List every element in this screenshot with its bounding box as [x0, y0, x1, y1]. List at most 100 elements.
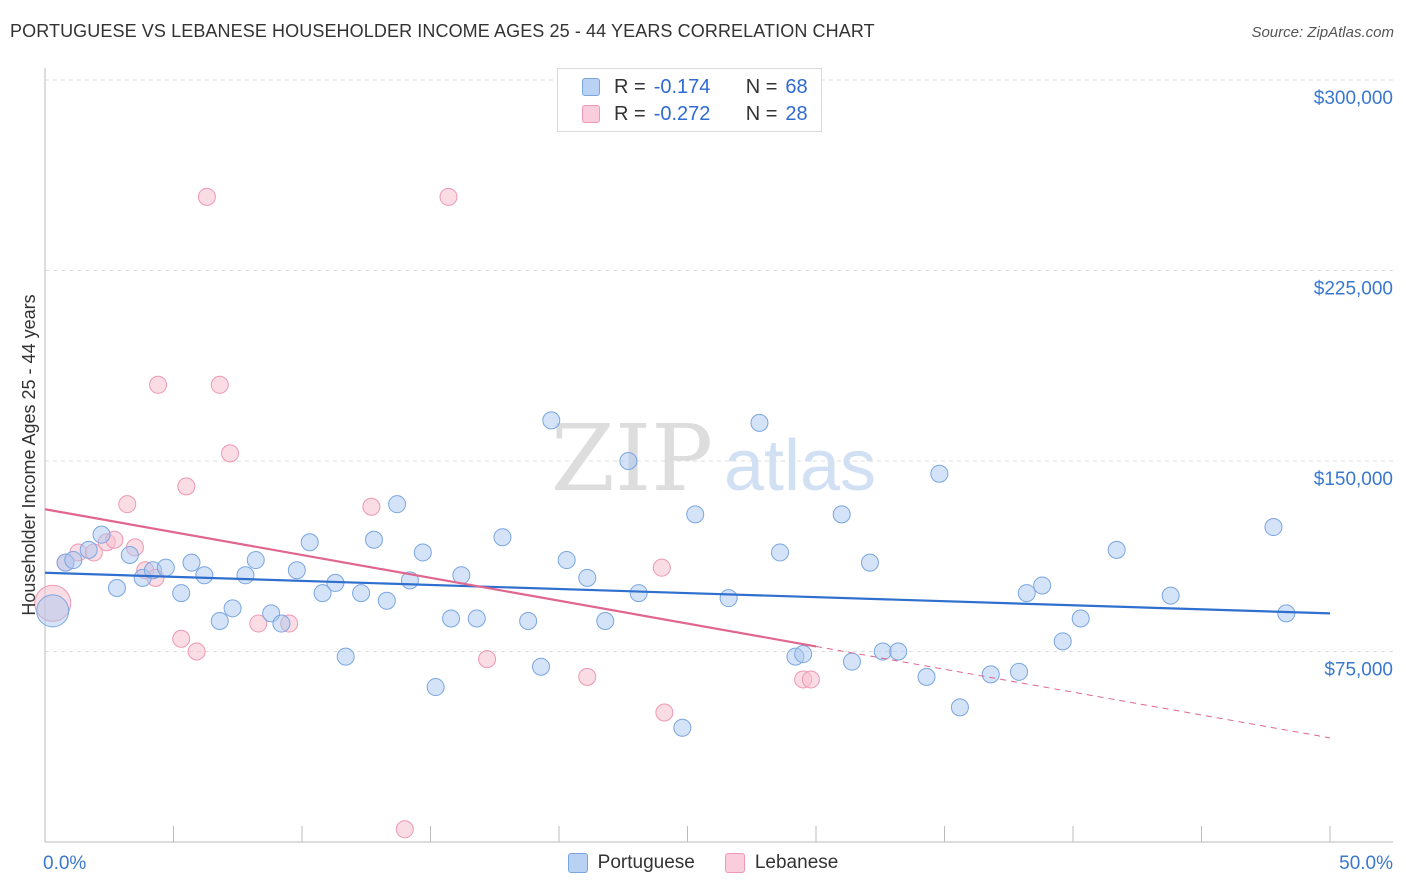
y-tick-label: $225,000 [1314, 279, 1393, 300]
point-portuguese [272, 614, 291, 633]
point-lebanese [197, 187, 216, 206]
legend-swatch-lebanese [724, 853, 745, 873]
point-portuguese [377, 591, 396, 610]
point-portuguese [92, 525, 111, 544]
point-portuguese [336, 647, 355, 666]
point-portuguese [832, 505, 851, 524]
point-portuguese [156, 558, 175, 577]
y-tick-label: $300,000 [1314, 88, 1393, 109]
point-lebanese [177, 477, 196, 496]
point-portuguese [1033, 576, 1052, 595]
point-portuguese [1277, 604, 1296, 623]
point-portuguese [557, 551, 576, 570]
point-lebanese [395, 820, 414, 839]
point-lebanese [210, 375, 229, 394]
legend-n-label: N = [745, 102, 778, 125]
legend-row-lebanese: R = -0.272 N = 28 [582, 101, 808, 127]
grid [45, 79, 1393, 652]
legend-r-value: -0.272 [653, 102, 711, 125]
point-portuguese [981, 665, 1000, 684]
point-portuguese [223, 599, 242, 618]
point-portuguese [1010, 662, 1029, 681]
legend-row-portuguese: R = -0.174 N = 68 [582, 74, 808, 100]
point-lebanese [118, 495, 137, 514]
point-lebanese [187, 642, 206, 661]
point-portuguese [950, 698, 969, 717]
point-portuguese [442, 609, 461, 628]
legend-r-label: R = [614, 102, 646, 125]
point-portuguese [1017, 584, 1036, 603]
axes [44, 68, 1393, 843]
point-portuguese [120, 545, 139, 564]
point-portuguese [388, 495, 407, 514]
point-lebanese [578, 667, 597, 686]
x-tick-label: 0.0% [43, 853, 86, 874]
bottom-legend-portuguese[interactable]: Portuguese [567, 852, 695, 874]
bottom-legend-label: Lebanese [754, 852, 839, 873]
point-lebanese [362, 497, 381, 516]
point-portuguese [1071, 609, 1090, 628]
point-portuguese [917, 667, 936, 686]
y-tick-label: $150,000 [1314, 469, 1393, 490]
point-portuguese [413, 543, 432, 562]
series-portuguese [36, 411, 1296, 737]
point-portuguese [107, 579, 126, 597]
trend-lines [44, 508, 1331, 739]
point-portuguese [619, 452, 638, 470]
point-lebanese [801, 670, 820, 689]
point-portuguese [771, 543, 790, 562]
point-portuguese [210, 612, 229, 631]
legend-box: R = -0.174 N = 68 R = -0.272 N = 28 [557, 68, 822, 132]
point-portuguese [1264, 518, 1283, 537]
point-portuguese [172, 584, 191, 603]
point-portuguese [889, 642, 908, 661]
axis-labels: $75,000 $150,000 $225,000 $300,000 0.0% 50.0%… [19, 88, 1393, 874]
point-portuguese [287, 561, 306, 580]
source-credit: Source: ZipAtlas.com [1251, 24, 1394, 41]
point-portuguese [1053, 632, 1072, 651]
point-portuguese [794, 645, 813, 664]
watermark-atlas: atlas [724, 426, 876, 506]
point-portuguese [532, 657, 551, 676]
bottom-legend-lebanese[interactable]: Lebanese [724, 852, 839, 874]
point-portuguese [467, 609, 486, 628]
point-portuguese [596, 612, 615, 631]
y-axis-title: Householder Income Ages 25 - 44 years [19, 294, 39, 615]
point-portuguese [542, 411, 561, 430]
bottom-legend: Portuguese Lebanese [0, 852, 1406, 874]
trendline-lebanese [44, 508, 817, 648]
point-portuguese [352, 584, 371, 603]
point-lebanese [172, 629, 191, 648]
point-lebanese [652, 558, 671, 577]
point-lebanese [439, 187, 458, 206]
point-portuguese [673, 718, 692, 737]
point-portuguese [64, 551, 83, 570]
trendline-lebanese-projection [815, 645, 1331, 739]
point-portuguese [36, 594, 70, 628]
point-portuguese [842, 652, 861, 671]
point-portuguese [860, 553, 879, 572]
point-portuguese [246, 551, 265, 570]
point-portuguese [236, 566, 255, 585]
point-portuguese [750, 413, 769, 432]
point-portuguese [300, 533, 319, 552]
point-portuguese [195, 566, 214, 585]
point-portuguese [719, 589, 738, 608]
point-portuguese [182, 553, 201, 572]
legend-n-value: 28 [785, 102, 808, 125]
point-portuguese [519, 612, 538, 631]
point-portuguese [79, 540, 98, 559]
point-portuguese [426, 678, 445, 697]
legend-r-label: R = [614, 75, 646, 98]
point-lebanese [221, 444, 240, 463]
bottom-legend-label: Portuguese [597, 852, 695, 873]
y-tick-label: $75,000 [1324, 660, 1393, 681]
legend-swatch-portuguese [582, 78, 600, 96]
legend-n-label: N = [745, 75, 778, 98]
point-portuguese [313, 584, 332, 603]
point-lebanese [478, 650, 497, 669]
point-portuguese [1161, 586, 1180, 605]
point-portuguese [1107, 540, 1126, 559]
trendline-portuguese [44, 571, 1331, 615]
legend-r-value: -0.174 [653, 75, 711, 98]
